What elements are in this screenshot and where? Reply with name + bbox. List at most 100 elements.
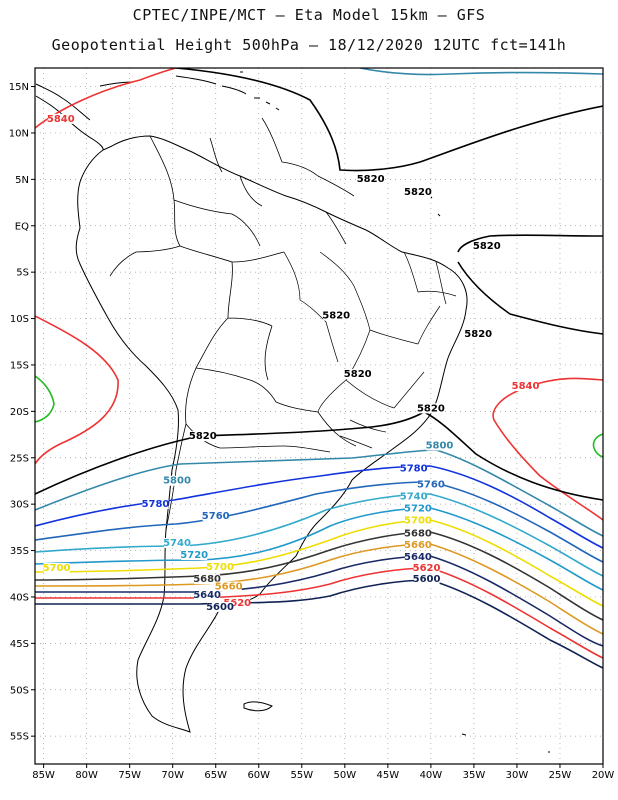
contour-label: 5800: [426, 440, 454, 451]
contour-label-bg: [181, 549, 208, 560]
contour-label-bg: [400, 463, 427, 474]
lat-tick-label: EQ: [15, 221, 29, 232]
contour-5760: [35, 481, 603, 563]
contour-label-bg: [47, 113, 74, 124]
contour-label-bg: [404, 539, 431, 550]
contour-5800: [35, 449, 603, 537]
lat-tick-label: 5N: [15, 175, 29, 186]
contour-5700: [35, 519, 603, 607]
coastlines: [35, 71, 550, 753]
contour-label-bg: [215, 581, 242, 592]
contour-label-bg: [465, 329, 492, 340]
lon-tick-label: 55W: [290, 770, 313, 781]
contour-label-bg: [404, 503, 431, 514]
lat-tick-label: 25S: [10, 453, 29, 464]
contour-label-bg: [207, 562, 234, 573]
contour-label-bg: [344, 369, 371, 380]
caribbean-islands: [99, 71, 280, 111]
contour-label-bg: [404, 528, 431, 539]
contour-label-bg: [404, 551, 431, 562]
lat-tick-label: 45S: [10, 639, 29, 650]
brazil-state-lines: [283, 251, 457, 449]
contour-label: 5720: [404, 504, 432, 515]
contour-label-bg: [202, 511, 229, 522]
contour-label: 5680: [404, 529, 432, 540]
lat-tick-label: 50S: [10, 685, 29, 696]
lat-tick-label: 15S: [10, 360, 29, 371]
contour-5820-north: [175, 68, 603, 172]
contour-label: 5820: [357, 174, 385, 185]
chart-title: CPTEC/INPE/MCT – Eta Model 15km – GFS: [132, 6, 486, 24]
contour-label: 5620: [413, 563, 441, 574]
country-borders: [109, 117, 357, 531]
state-borders: [283, 251, 457, 449]
contour-label: 5700: [206, 562, 234, 573]
lat-tick-label: 10N: [9, 128, 29, 139]
south-america-coastline: [75, 135, 468, 733]
contour-5840-north: [35, 68, 177, 129]
contour-label-bg: [194, 589, 221, 600]
lat-tick-label: 15N: [9, 82, 29, 93]
contour-5680: [35, 531, 603, 621]
lon-tick-label: 80W: [75, 770, 98, 781]
lon-tick-label: 20W: [592, 770, 615, 781]
lat-tick-label: 30S: [10, 500, 29, 511]
contour-5820-south: [35, 411, 603, 501]
island-dots: [429, 195, 550, 753]
lon-tick-label: 60W: [247, 770, 270, 781]
contour-5660: [35, 543, 603, 635]
contour-label: 5820: [189, 431, 217, 442]
contour-5840-west: [35, 315, 119, 465]
contour-label: 5780: [142, 499, 170, 510]
contour-label-bg: [413, 574, 440, 585]
contour-label: 5660: [215, 582, 243, 593]
lon-tick-label: 45W: [377, 770, 400, 781]
lon-tick-label: 65W: [204, 770, 227, 781]
contour-label-bg: [189, 431, 216, 442]
contour-label-bg: [207, 601, 234, 612]
contour-label-bg: [404, 515, 431, 526]
contour-label: 5640: [404, 552, 432, 563]
chart-subtitle: Geopotential Height 500hPa – 18/12/2020 …: [51, 36, 567, 54]
contour-label-bg: [357, 174, 384, 185]
lon-tick-label: 30W: [506, 770, 529, 781]
contour-label-bg: [417, 479, 444, 490]
contour-5640: [35, 555, 603, 647]
contour-label: 5660: [404, 540, 432, 551]
contour-label-bg: [413, 562, 440, 573]
contour-label: 5840: [512, 381, 540, 392]
contour-label-bg: [194, 574, 221, 585]
contour-label: 5760: [202, 511, 230, 522]
contour-label: 5840: [47, 114, 75, 125]
contour-label: 5820: [417, 403, 445, 414]
contour-label-bg: [43, 562, 70, 573]
contour-label-bg: [404, 187, 431, 198]
lat-tick-label: 5S: [16, 268, 29, 279]
lat-tick-label: 55S: [10, 732, 29, 743]
contour-label: 5800: [163, 476, 191, 487]
lon-tick-label: 35W: [463, 770, 486, 781]
contour-label-bg: [323, 310, 350, 321]
height-contours: [35, 68, 603, 669]
falkland-islands: [243, 701, 273, 712]
contour-5620: [35, 567, 603, 659]
lon-tick-label: 50W: [334, 770, 357, 781]
map-frame: [34, 67, 604, 765]
graticule: [35, 68, 604, 764]
contour-label: 5820: [404, 187, 432, 198]
contour-label: 5760: [417, 479, 445, 490]
contour-label-bg: [473, 240, 500, 251]
lon-tick-label: 75W: [118, 770, 141, 781]
contour-label: 5640: [193, 590, 221, 601]
lat-tick-label: 10S: [10, 314, 29, 325]
lon-tick-label: 40W: [420, 770, 443, 781]
contour-label-bg: [142, 498, 169, 509]
contour-label-bg: [400, 491, 427, 502]
contour-label: 5740: [400, 492, 428, 503]
contour-label-bg: [512, 381, 539, 392]
contour-label: 5820: [464, 329, 492, 340]
contour-label-bg: [417, 403, 444, 414]
contour-label: 5820: [473, 241, 501, 252]
contour-label: 5620: [223, 598, 251, 609]
